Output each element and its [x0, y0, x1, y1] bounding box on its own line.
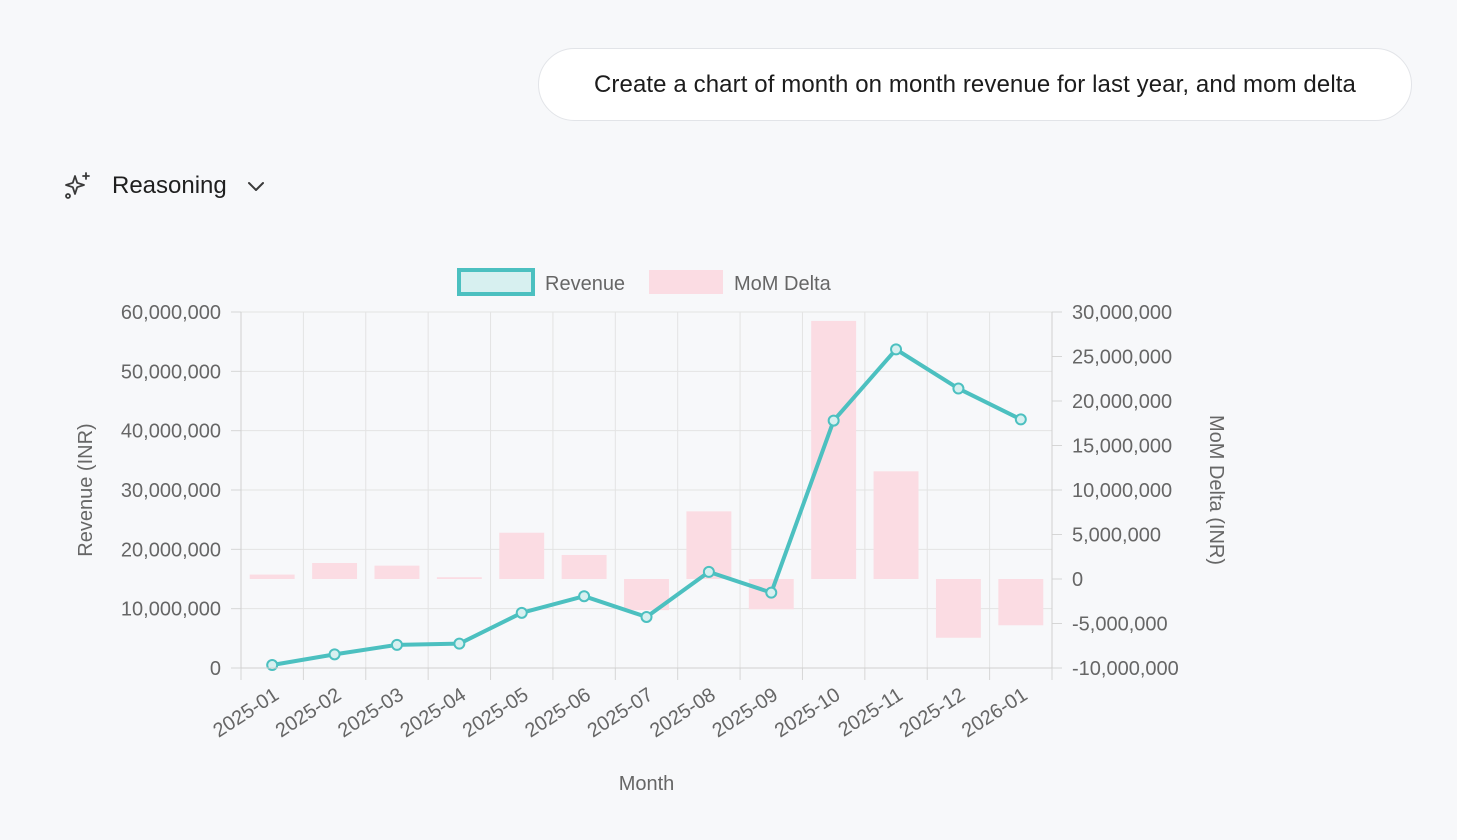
right-tick-label: 10,000,000 — [1072, 480, 1172, 502]
x-tick-label: 2025-10 — [771, 684, 845, 742]
chart-svg: 0 10,000,000 20,000,000 30,000,000 40,000,00… — [75, 268, 1227, 795]
delta-bar — [935, 579, 981, 638]
x-tick-label: 2025-01 — [209, 684, 283, 742]
revenue-point — [765, 586, 778, 599]
revenue-point — [827, 414, 840, 427]
left-tick-label: 60,000,000 — [121, 302, 221, 324]
revenue-point — [515, 606, 528, 619]
user-message-bubble: Create a chart of month on month revenue… — [538, 48, 1412, 121]
delta-bars — [249, 320, 1044, 638]
revenue-line — [266, 343, 1027, 672]
left-tick-label: 10,000,000 — [121, 599, 221, 621]
revenue-point — [890, 343, 903, 356]
right-tick-label: 30,000,000 — [1072, 302, 1172, 324]
delta-bar — [249, 574, 295, 579]
revenue-chart: 0 10,000,000 20,000,000 30,000,000 40,000,00… — [0, 250, 1300, 810]
left-tick-label: 50,000,000 — [121, 361, 221, 383]
delta-bar — [811, 320, 857, 579]
left-tick-label: 0 — [210, 658, 221, 680]
revenue-point — [578, 590, 591, 603]
delta-bar — [374, 565, 420, 579]
legend-swatch-revenue — [457, 268, 535, 296]
reasoning-toggle[interactable]: Reasoning — [62, 166, 267, 206]
left-tick-label: 40,000,000 — [121, 421, 221, 443]
right-tick-label: -10,000,000 — [1072, 658, 1179, 680]
delta-bar — [998, 579, 1044, 626]
revenue-point — [328, 648, 341, 661]
delta-bar — [873, 471, 919, 579]
chevron-down-icon[interactable] — [245, 175, 267, 197]
sparkle-icon — [62, 170, 94, 202]
chart-legend[interactable]: Revenue MoM Delta — [457, 268, 832, 296]
legend-swatch-delta — [649, 270, 723, 294]
revenue-point — [702, 565, 715, 578]
right-axis-title: MoM Delta (INR) — [1205, 415, 1227, 565]
delta-bar — [561, 554, 607, 579]
revenue-point — [266, 659, 279, 672]
right-tick-label: -5,000,000 — [1072, 614, 1168, 636]
x-tick-label: 2025-04 — [397, 684, 471, 742]
right-tick-label: 0 — [1072, 569, 1083, 591]
x-axis-title: Month — [619, 773, 675, 795]
delta-bar — [436, 577, 482, 579]
x-tick-label: 2025-12 — [896, 684, 970, 742]
revenue-point — [390, 638, 403, 651]
x-tick-label: 2025-11 — [834, 684, 906, 742]
x-tick-label: 2025-05 — [459, 684, 533, 742]
delta-bar — [499, 532, 545, 579]
left-tick-label: 30,000,000 — [121, 480, 221, 502]
legend-label-revenue: Revenue — [545, 273, 625, 295]
right-tick-label: 15,000,000 — [1072, 436, 1172, 458]
x-tick-label: 2025-02 — [272, 684, 346, 742]
revenue-point — [1014, 413, 1027, 426]
right-tick-label: 20,000,000 — [1072, 391, 1172, 413]
right-tick-label: 25,000,000 — [1072, 347, 1172, 369]
x-tick-label: 2025-08 — [646, 684, 720, 742]
revenue-point — [952, 382, 965, 395]
chart-axes: 0 10,000,000 20,000,000 30,000,000 40,000,00… — [75, 302, 1227, 795]
left-tick-label: 20,000,000 — [121, 539, 221, 561]
revenue-point — [453, 637, 466, 650]
x-tick-label: 2026-01 — [958, 684, 1032, 742]
x-tick-label: 2025-07 — [584, 684, 658, 742]
x-tick-label: 2025-06 — [521, 684, 595, 742]
x-tick-label: 2025-09 — [708, 684, 782, 742]
user-message-text: Create a chart of month on month revenue… — [594, 70, 1356, 98]
delta-bar — [312, 562, 358, 579]
right-tick-label: 5,000,000 — [1072, 525, 1161, 547]
revenue-point — [640, 610, 653, 623]
x-tick-label: 2025-03 — [334, 684, 408, 742]
reasoning-label: Reasoning — [112, 172, 227, 199]
left-axis-title: Revenue (INR) — [75, 423, 97, 556]
legend-label-delta: MoM Delta — [734, 273, 832, 295]
